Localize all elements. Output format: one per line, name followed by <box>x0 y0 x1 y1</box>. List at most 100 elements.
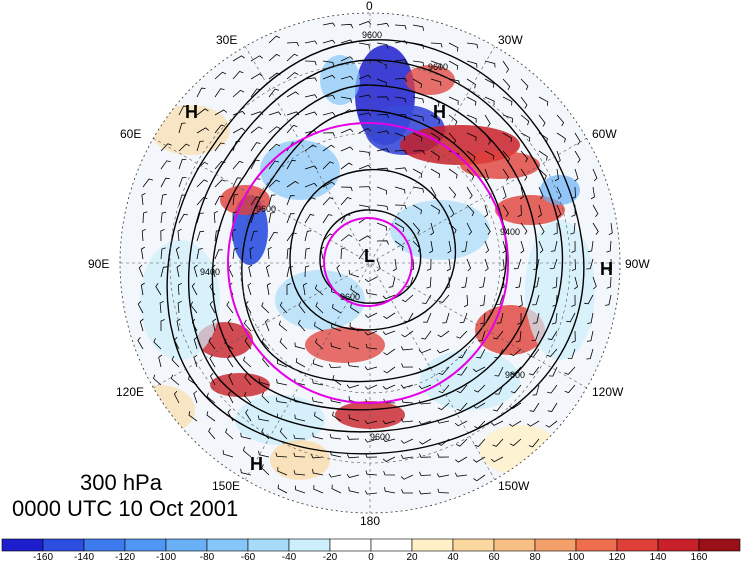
wind-barb <box>358 21 372 26</box>
wind-barb <box>484 60 496 68</box>
wind-barb <box>376 78 387 87</box>
wind-barb <box>430 132 440 143</box>
wind-barb <box>394 113 408 119</box>
wind-barb <box>196 108 209 116</box>
colorbar-tick-label: 80 <box>529 552 541 561</box>
wind-barb <box>304 40 318 45</box>
graticule <box>120 13 620 513</box>
wind-barb <box>209 300 216 314</box>
wind-barb <box>518 294 523 308</box>
wind-barb <box>227 318 234 332</box>
wind-barb <box>401 294 414 303</box>
wind-barb <box>590 186 595 200</box>
wind-barb <box>458 348 468 359</box>
wind-barb <box>170 374 180 386</box>
wind-barb <box>177 228 182 242</box>
wind-barb <box>474 420 486 429</box>
wind-barb <box>538 168 547 180</box>
wind-barb <box>279 427 288 440</box>
wind-barb <box>225 428 234 440</box>
wind-barb <box>513 258 522 270</box>
wind-barb <box>332 303 342 314</box>
wind-barb <box>538 186 544 200</box>
wind-barb <box>400 474 414 480</box>
colorbar-box <box>534 538 577 552</box>
wind-barb <box>412 222 420 235</box>
wind-barb <box>312 432 324 440</box>
wind-barb <box>364 420 378 425</box>
wind-barb <box>571 204 576 217</box>
wind-barb <box>531 330 540 341</box>
wind-barb <box>315 302 324 314</box>
colorbar-tick-label: -160 <box>33 552 53 561</box>
wind-barb <box>314 411 324 422</box>
wind-barb <box>140 282 145 296</box>
wind-barb <box>322 74 336 80</box>
wind-barb <box>138 264 144 278</box>
outer-magenta-circle <box>227 122 509 404</box>
wind-barb <box>571 258 577 272</box>
wind-barb <box>160 247 166 260</box>
wind-barb <box>479 294 486 307</box>
wind-barb <box>240 432 252 440</box>
wind-barb <box>430 96 440 107</box>
wind-barb <box>322 214 333 224</box>
wind-barb <box>178 105 188 116</box>
wind-barb <box>495 294 504 305</box>
wind-barb <box>473 402 486 409</box>
wind-barb <box>553 222 558 235</box>
wind-barb <box>286 180 299 188</box>
wind-barb <box>294 342 306 350</box>
wind-barb <box>474 438 486 447</box>
wind-barb <box>466 78 476 89</box>
wind-barb <box>365 453 378 458</box>
wind-barb <box>430 150 440 161</box>
wind-barb <box>226 301 234 314</box>
wind-barb <box>277 484 288 494</box>
wind-barb <box>457 366 468 376</box>
wind-barb <box>330 342 342 350</box>
wind-barb <box>196 87 206 98</box>
wind-barb <box>448 186 457 199</box>
contour-label: 9400 <box>500 227 520 237</box>
wind-barb <box>383 348 396 356</box>
wind-barb <box>547 402 558 412</box>
wind-barb <box>607 258 613 272</box>
wind-barb <box>466 186 473 199</box>
wind-barb <box>322 39 336 44</box>
wind-barb <box>257 415 270 422</box>
wind-barb <box>142 178 154 188</box>
wind-barb <box>178 143 190 152</box>
wind-barb <box>340 56 354 62</box>
wind-barb <box>529 402 540 412</box>
wind-barb <box>279 301 288 314</box>
wind-barb <box>430 60 441 69</box>
wind-barb <box>419 471 432 476</box>
wind-barb <box>426 258 432 271</box>
colorbar-tick-label: -80 <box>200 552 215 561</box>
wind-barb <box>178 177 187 188</box>
wind-barb <box>315 338 324 350</box>
wind-barb <box>412 150 425 155</box>
wind-barb <box>571 294 576 307</box>
wind-barb <box>466 204 475 217</box>
wind-barb <box>349 322 360 332</box>
wind-barb <box>214 88 225 98</box>
wind-barb <box>264 318 270 332</box>
wind-barb <box>340 234 353 242</box>
wind-barb <box>492 330 504 340</box>
wind-barb <box>304 214 315 224</box>
wind-barb <box>394 132 405 141</box>
wind-barb <box>340 75 354 80</box>
wind-barb <box>286 53 299 62</box>
wind-barb <box>196 179 208 188</box>
wind-barb <box>566 312 576 323</box>
wind-barb <box>438 384 450 394</box>
contour-label: 9600 <box>362 30 382 40</box>
wind-barb <box>232 71 244 80</box>
wind-barb <box>209 354 216 368</box>
wind-barb <box>421 330 432 340</box>
wind-barb <box>538 240 544 254</box>
colorbar-tick-label: 120 <box>609 552 626 561</box>
wind-barb <box>364 438 378 443</box>
